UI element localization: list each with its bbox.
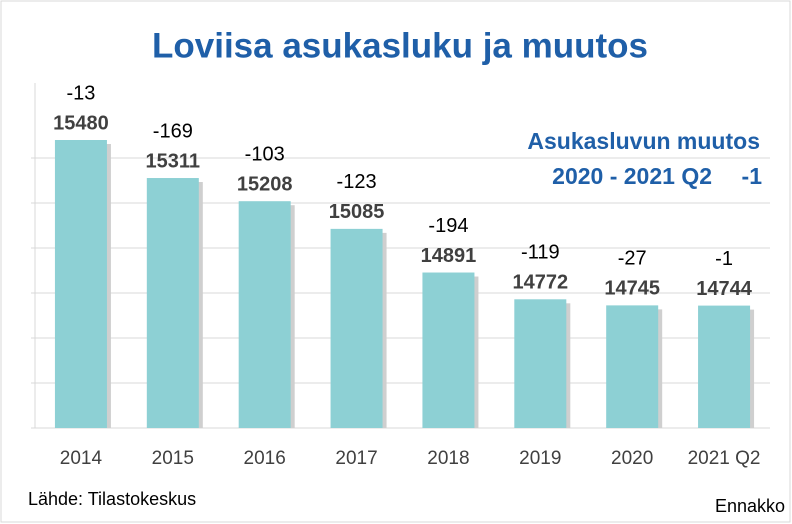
value-label: 14772 [513, 272, 569, 294]
x-tick-label: 2016 [244, 448, 286, 469]
bar [606, 305, 659, 428]
change-label: -169 [153, 120, 193, 142]
change-label: -1 [715, 248, 733, 270]
change-label: -194 [428, 215, 468, 237]
source: Lähde: Tilastokeskus [28, 489, 196, 509]
value-label: 15085 [329, 201, 385, 223]
annotation: 2020 - 2021 Q2 [552, 163, 712, 189]
x-tick-label: 2020 [611, 448, 653, 469]
value-label: 15311 [146, 150, 201, 172]
annotation: Asukasluvun muutos [527, 128, 760, 154]
x-tick-label: 2018 [427, 448, 469, 469]
change-label: -13 [66, 82, 95, 104]
value-label: 14744 [696, 278, 752, 300]
chart-title: Loviisa asukasluku ja muutos [152, 26, 648, 65]
change-label: -123 [337, 171, 377, 193]
bar [238, 201, 291, 428]
note: Ennakko [715, 496, 785, 516]
change-label: -119 [521, 242, 560, 264]
x-tick-label: 2021 Q2 [688, 448, 761, 469]
bar [698, 305, 751, 428]
x-tick-label: 2014 [60, 448, 103, 469]
value-label: 14891 [421, 245, 477, 267]
x-tick-label: 2019 [519, 448, 561, 469]
value-label: 14745 [604, 278, 660, 300]
change-label: -27 [618, 248, 647, 270]
bar [422, 272, 475, 428]
bar [146, 178, 199, 428]
bar [514, 299, 567, 428]
value-label: 15208 [237, 173, 293, 195]
change-label: -103 [245, 143, 285, 165]
x-tick-label: 2017 [335, 448, 377, 469]
value-label: 15480 [53, 112, 109, 134]
x-tick-label: 2015 [152, 448, 194, 469]
bar [54, 140, 107, 428]
annotation: -1 [742, 163, 763, 189]
bar [330, 228, 383, 428]
